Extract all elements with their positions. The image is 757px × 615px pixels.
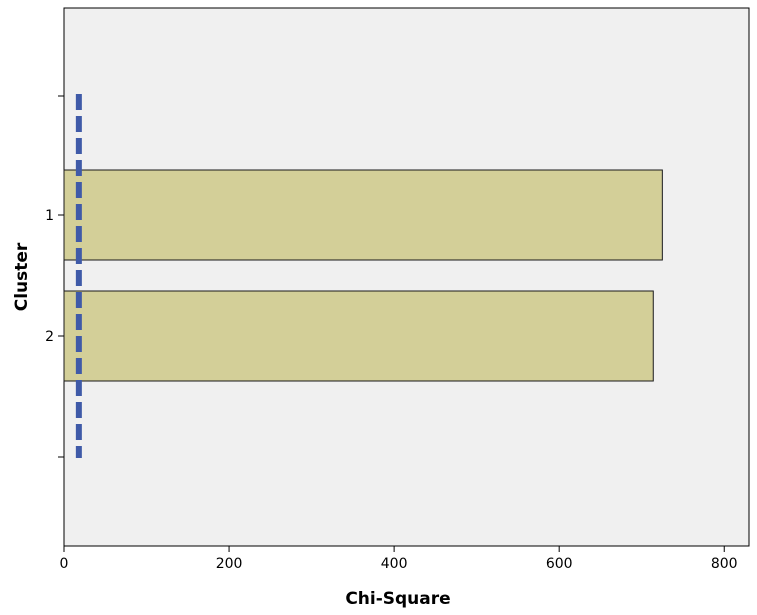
x-tick-label: 800 [711,556,738,572]
x-axis: 0 200 400 600 800 [60,546,738,572]
bar-cluster-1 [63,169,663,261]
plot-area [63,7,750,547]
bars-layer [63,169,663,382]
bar-cluster-2 [63,290,654,382]
y-axis: 12 [45,95,64,458]
x-tick-label: 600 [546,556,573,572]
y-tick-label: 1 [45,208,54,224]
y-tick-label: 2 [45,329,54,345]
x-axis-title: Chi-Square [345,589,450,609]
x-tick-label: 400 [381,556,408,572]
y-axis-title: Cluster [12,242,32,311]
x-tick-label: 0 [60,556,69,572]
x-tick-label: 200 [216,556,243,572]
